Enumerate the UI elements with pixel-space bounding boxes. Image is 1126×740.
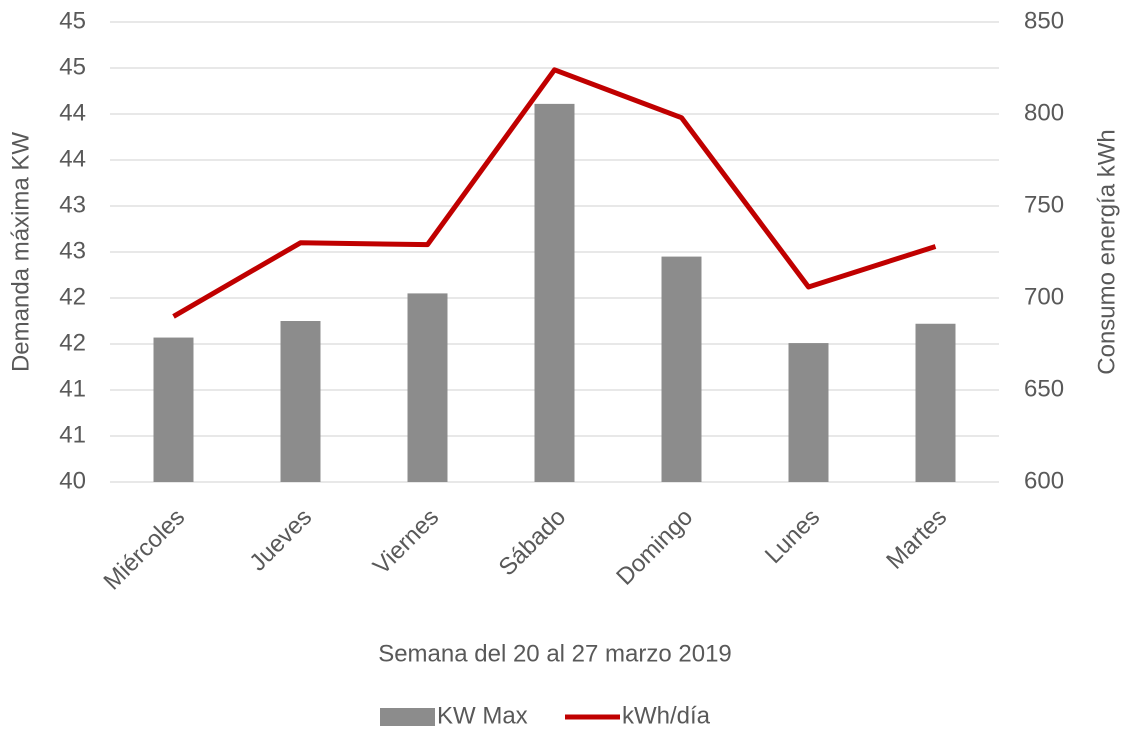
legend-label: KW Max bbox=[437, 702, 528, 729]
y-tick-label: 44 bbox=[59, 145, 86, 172]
line bbox=[172, 67, 937, 319]
bar bbox=[915, 323, 956, 482]
bar bbox=[661, 256, 702, 482]
bar bbox=[153, 337, 194, 482]
y-axis-title: Demanda máxima KW bbox=[7, 132, 34, 372]
y2-tick-label: 700 bbox=[1024, 283, 1064, 310]
y-tick-label: 41 bbox=[59, 421, 86, 448]
x-tick-label: Domingo bbox=[611, 504, 698, 591]
x-tick-label: Jueves bbox=[244, 504, 317, 577]
bar bbox=[788, 343, 829, 482]
y-tick-label: 44 bbox=[59, 99, 86, 126]
y-tick-label: 45 bbox=[59, 7, 86, 34]
x-tick-label: Viernes bbox=[368, 504, 444, 580]
bar bbox=[280, 321, 321, 482]
y2-tick-label: 750 bbox=[1024, 191, 1064, 218]
x-axis-title: Semana del 20 al 27 marzo 2019 bbox=[378, 640, 732, 667]
y-tick-label: 42 bbox=[59, 283, 86, 310]
y-tick-label: 45 bbox=[59, 53, 86, 80]
y2-axis-title: Consumo energía kWh bbox=[1093, 129, 1120, 374]
y-tick-label: 43 bbox=[59, 237, 86, 264]
legend-swatch bbox=[380, 708, 435, 726]
x-tick-label: Martes bbox=[881, 504, 952, 575]
y2-tick-label: 800 bbox=[1024, 99, 1064, 126]
bar bbox=[534, 103, 575, 482]
y-tick-label: 41 bbox=[59, 375, 86, 402]
x-tick-label: Sábado bbox=[494, 504, 572, 582]
y-tick-label: 40 bbox=[59, 467, 86, 494]
x-tick-label: Miércoles bbox=[99, 504, 191, 596]
y2-tick-label: 650 bbox=[1024, 375, 1064, 402]
y-tick-label: 43 bbox=[59, 191, 86, 218]
y2-tick-label: 600 bbox=[1024, 467, 1064, 494]
x-tick-label: Lunes bbox=[760, 504, 825, 569]
y-tick-label: 42 bbox=[59, 329, 86, 356]
bar bbox=[407, 293, 448, 482]
legend-label: kWh/día bbox=[622, 702, 711, 729]
y2-tick-label: 850 bbox=[1024, 7, 1064, 34]
